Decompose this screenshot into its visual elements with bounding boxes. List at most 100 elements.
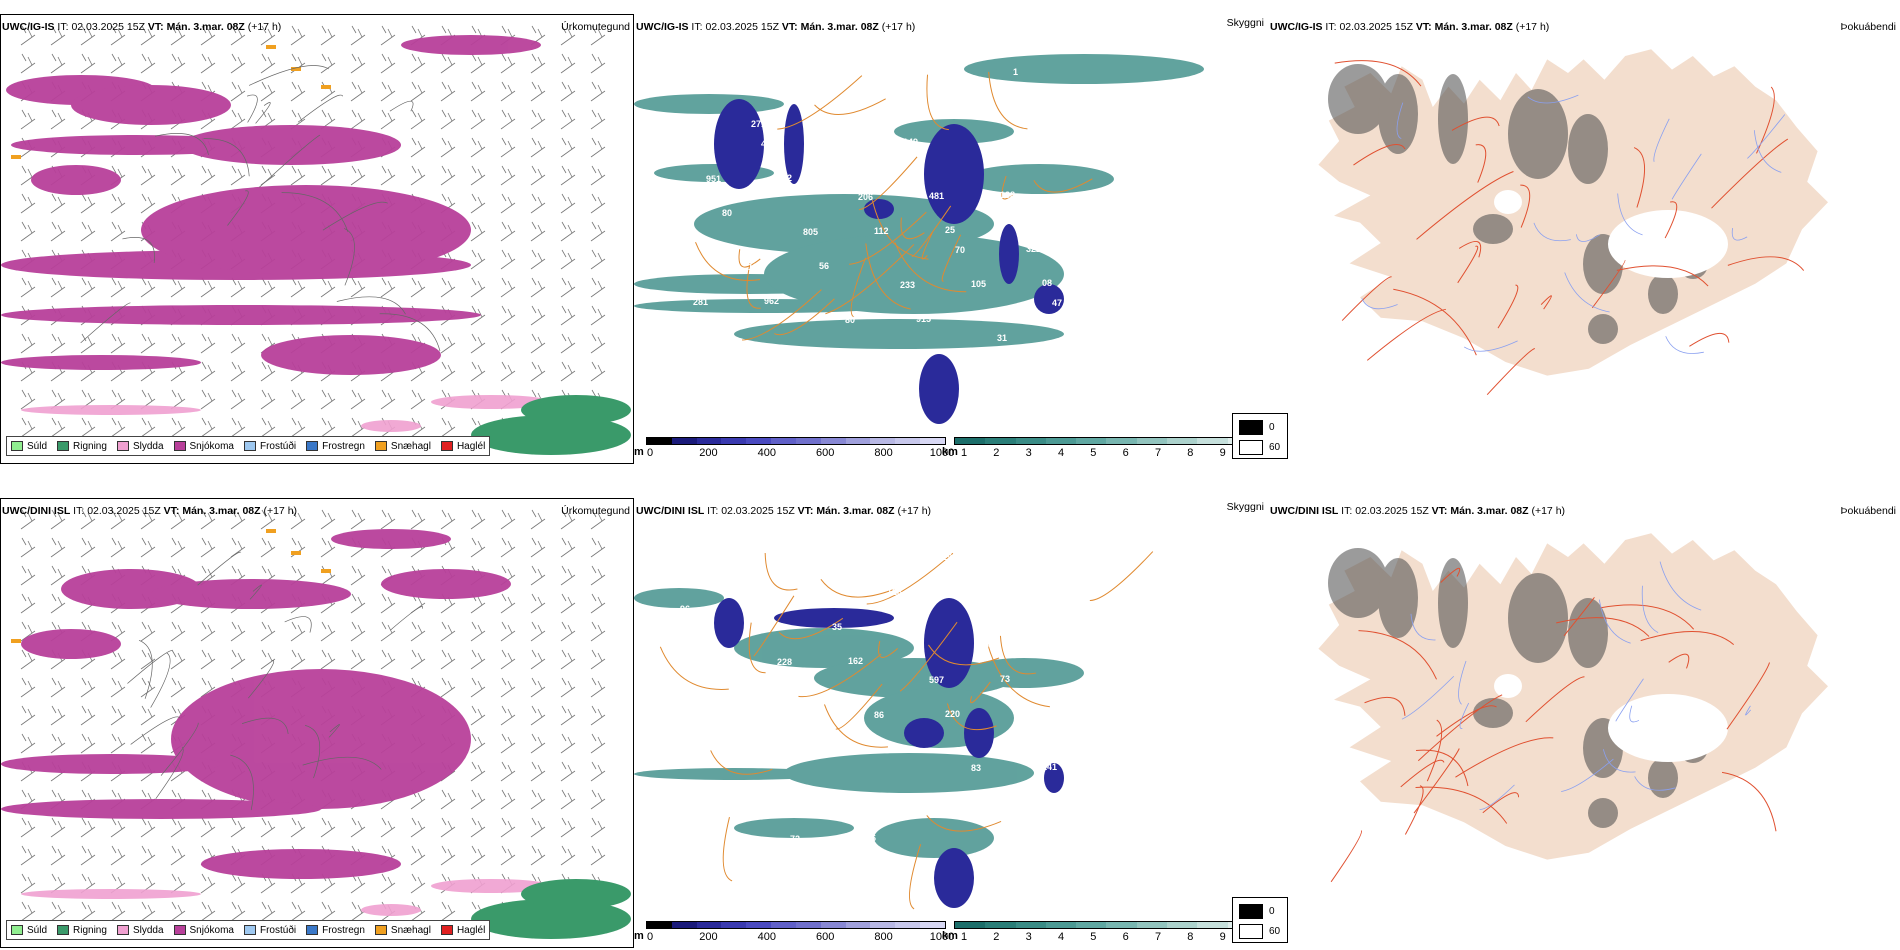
cloud-base-label: 962 (764, 296, 779, 306)
wind-barb (140, 53, 156, 74)
wind-barb (530, 509, 546, 530)
road-network (127, 551, 424, 811)
road (1689, 332, 1730, 347)
wind-barb (20, 621, 36, 642)
wind-barb (170, 649, 186, 670)
wind-barb (380, 817, 396, 838)
wind-barb (320, 417, 336, 438)
lead-time: (+17 h) (881, 21, 916, 33)
wind-barb (440, 277, 456, 298)
cloud-base-area (924, 124, 984, 224)
road (820, 579, 896, 598)
wind-barb (530, 537, 546, 558)
wind-barb (200, 165, 216, 186)
cloud-base-area (1044, 763, 1064, 793)
vis-tick-label: 4 (1057, 447, 1065, 459)
model-name: UWC/DINI ISL (2, 505, 71, 517)
wind-barb (80, 817, 96, 838)
wind-barb (260, 53, 276, 74)
variable-name: Skyggni (1226, 501, 1264, 513)
wind-barb (80, 705, 96, 726)
wind-barb (20, 221, 36, 242)
wind-barb (80, 677, 96, 698)
road (1353, 144, 1406, 166)
model-name: UWC/DINI ISL (636, 505, 705, 517)
wind-barb (590, 305, 606, 326)
visibility-area (634, 588, 724, 608)
wind-barb (20, 193, 36, 214)
wind-barb (350, 109, 366, 130)
wind-barb (20, 705, 36, 726)
wind-barb (140, 901, 156, 922)
wind-barb (230, 817, 246, 838)
iceland-outline (70, 45, 501, 362)
valid-time-label: VT: (781, 21, 798, 33)
cloud-base-area (714, 99, 764, 189)
visibility-area (634, 94, 784, 114)
legend-swatch (243, 925, 256, 935)
wind-barb (170, 509, 186, 530)
road (1525, 676, 1585, 723)
cloud-base-tick-label: 0 (646, 931, 654, 943)
legend-label: Súld (27, 924, 48, 936)
wind-barb (530, 193, 546, 214)
wind-barb (110, 705, 126, 726)
road (1457, 245, 1479, 284)
precip-map (0, 14, 634, 464)
cloud-base-label: 211 (735, 85, 750, 95)
vis-color-step (1045, 922, 1077, 928)
ice-cap (1608, 694, 1728, 762)
fog-area (1588, 798, 1618, 828)
road (742, 289, 822, 341)
cloud-base-area (1034, 284, 1064, 314)
river (1410, 613, 1436, 641)
wind-barb (140, 25, 156, 46)
river (1671, 153, 1702, 200)
cloud-base-color-step (870, 922, 896, 928)
vis-color-step (1076, 922, 1107, 928)
cloud-base-label: 105 (971, 279, 986, 289)
wind-barb (20, 389, 36, 410)
wind-barb (530, 305, 546, 326)
vis-tick-label: 7 (1154, 447, 1162, 459)
snowfall-area (151, 579, 351, 609)
wind-barb (290, 621, 306, 642)
legend-swatch (57, 925, 70, 935)
cloud-base-label: 31 (997, 333, 1007, 343)
road (1727, 256, 1805, 271)
wind-barb (20, 25, 36, 46)
wind-barb (140, 333, 156, 354)
road (255, 102, 271, 124)
cloud-base-color-step (920, 438, 945, 444)
road (1540, 295, 1552, 310)
wind-barb (410, 277, 426, 298)
fog-label-60: 60 (1269, 442, 1281, 453)
vis-color-step (1167, 922, 1198, 928)
wind-barb (350, 593, 366, 614)
wind-barb (500, 53, 516, 74)
river (1747, 114, 1786, 159)
river (1459, 702, 1470, 729)
river (1634, 776, 1676, 791)
road (659, 646, 729, 690)
wind-barb (440, 621, 456, 642)
wind-barb (590, 81, 606, 102)
cloud-base-area (919, 354, 959, 424)
road (1404, 785, 1424, 835)
ice-cap (1608, 210, 1728, 278)
sleet-area (21, 889, 201, 899)
cloud-base-label: 101 (664, 86, 679, 96)
road (1415, 786, 1508, 824)
wind-barb (470, 249, 486, 270)
wind-barb (200, 649, 216, 670)
cloud-base-labels: 178 84 162 220 141 500 159 87 73 189 126 166 143 394 2… (654, 550, 1096, 844)
wind-barb (560, 789, 576, 810)
wind-barb (110, 677, 126, 698)
road (1668, 653, 1690, 669)
wind-barb (530, 137, 546, 158)
wind-barb (320, 277, 336, 298)
wind-barb (230, 417, 246, 438)
wind-barb (590, 593, 606, 614)
snowfall-area (171, 669, 471, 809)
visibility-area (764, 234, 1064, 314)
